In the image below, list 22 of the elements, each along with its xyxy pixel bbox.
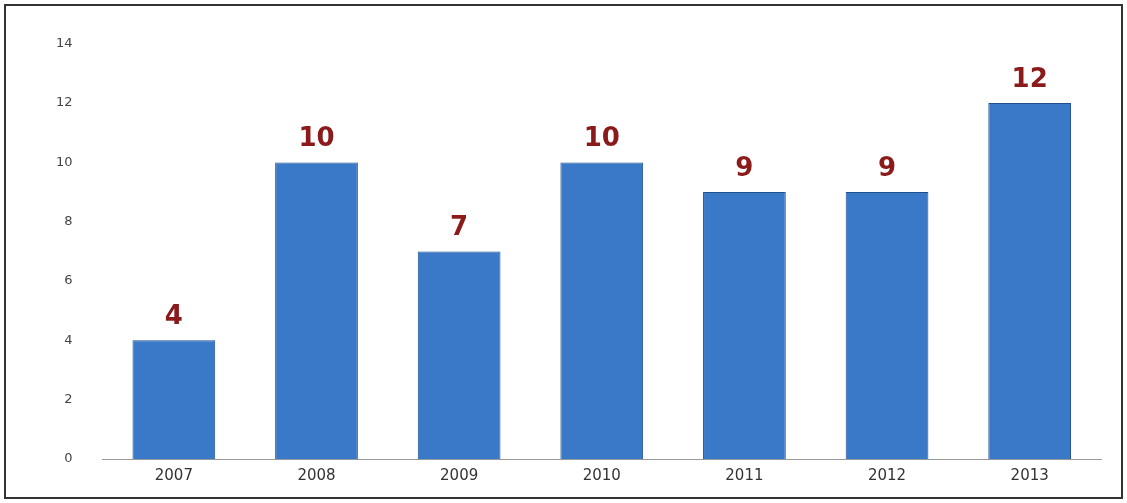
- y-tick-label: 8: [64, 213, 73, 229]
- data-label: 10: [298, 122, 335, 153]
- y-tick-label: 6: [64, 272, 73, 288]
- y-tick-label: 14: [56, 35, 73, 51]
- x-tick-label: 2008: [297, 465, 336, 484]
- x-tick-label: 2007: [154, 465, 193, 484]
- y-tick-label: 10: [56, 153, 73, 169]
- data-label: 10: [583, 122, 620, 153]
- data-label: 9: [878, 151, 897, 182]
- x-tick-label: 2013: [1010, 465, 1049, 484]
- data-label: 9: [735, 151, 754, 182]
- data-label: 4: [164, 300, 183, 331]
- data-label: 7: [450, 211, 469, 242]
- x-tick-label: 2009: [440, 465, 479, 484]
- data-label: 12: [1011, 62, 1048, 93]
- x-tick-label: 2010: [582, 465, 621, 484]
- y-tick-label: 12: [56, 94, 73, 110]
- y-tick-label: 0: [64, 450, 73, 466]
- x-tick-label: 2011: [725, 465, 764, 484]
- y-tick-label: 2: [64, 391, 73, 407]
- x-tick-label: 2012: [867, 465, 907, 484]
- y-tick-label: 4: [64, 331, 73, 347]
